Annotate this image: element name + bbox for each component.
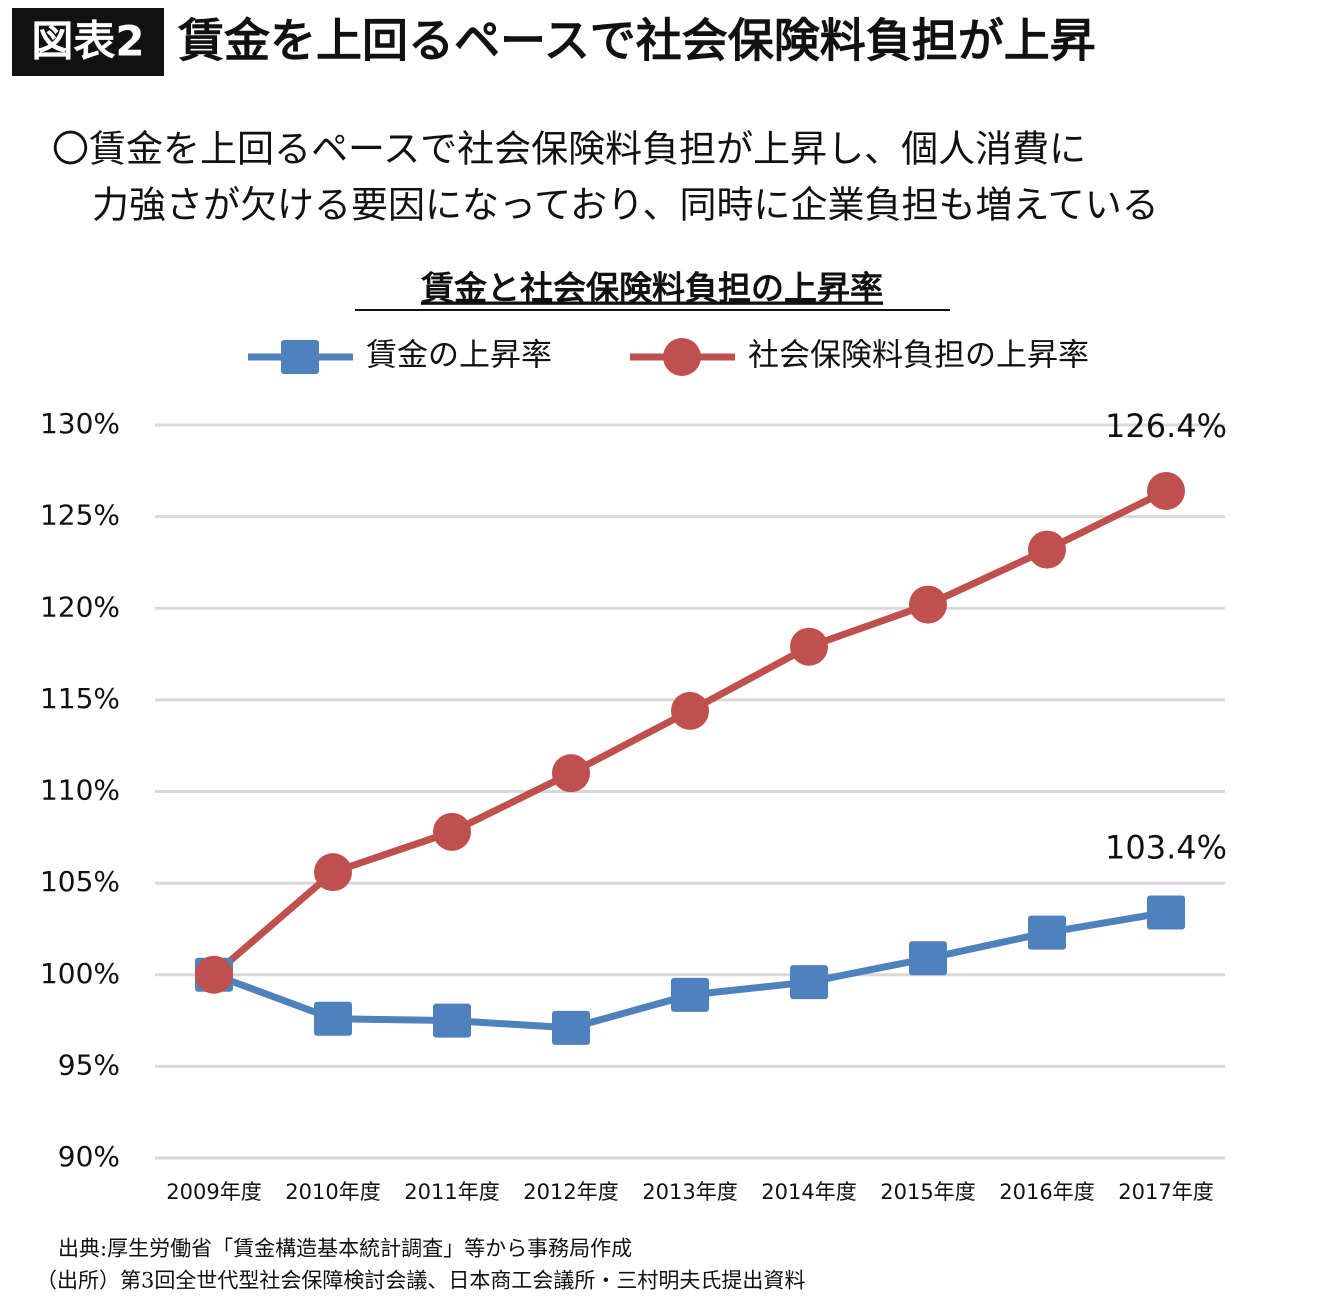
x-tick-label: 2012年度 <box>523 1180 618 1204</box>
data-point <box>552 754 590 793</box>
lead-line: 〇賃金を上回るペースで社会保険料負担が上昇し、個人消費に <box>52 128 1086 171</box>
data-point <box>671 977 709 1012</box>
figure-label-box <box>12 8 164 76</box>
x-tick-label: 2017年度 <box>1118 1180 1213 1204</box>
y-tick-label: 95% <box>58 1048 120 1081</box>
x-tick-label: 2010年度 <box>285 1180 380 1204</box>
data-point <box>433 812 471 851</box>
figure-label: 図表2 <box>31 17 144 66</box>
y-tick-label: 120% <box>40 590 120 623</box>
legend-label: 社会保険料負担の上昇率 <box>748 338 1089 374</box>
data-point <box>909 585 947 624</box>
data-point <box>1147 471 1185 510</box>
page-title: 賃金を上回るペースで社会保険料負担が上昇 <box>177 14 1096 68</box>
data-point <box>1028 530 1066 569</box>
y-tick-label: 100% <box>40 957 120 990</box>
data-label: 126.4% <box>1105 407 1227 445</box>
y-tick-label: 130% <box>40 407 120 440</box>
data-label: 103.4% <box>1105 828 1227 866</box>
data-point <box>909 941 947 976</box>
x-tick-label: 2014年度 <box>761 1180 856 1204</box>
data-point <box>314 1001 352 1036</box>
x-tick-label: 2016年度 <box>999 1180 1094 1204</box>
y-tick-label: 115% <box>40 682 120 715</box>
source-note: 出典:厚生労働省「賃金構造基本統計調査」等から事務局作成 <box>58 1237 632 1261</box>
x-tick-label: 2013年度 <box>642 1180 737 1204</box>
x-tick-label: 2011年度 <box>404 1180 499 1204</box>
y-tick-label: 90% <box>58 1140 120 1173</box>
legend-label: 賃金の上昇率 <box>366 338 552 374</box>
data-point <box>433 1003 471 1038</box>
x-tick-label: 2009年度 <box>166 1180 261 1204</box>
data-point <box>1028 915 1066 950</box>
chart-title: 賃金と社会保険料負担の上昇率 <box>420 269 883 308</box>
x-tick-label: 2015年度 <box>880 1180 975 1204</box>
legend-marker <box>281 340 319 374</box>
lead-line: 力強さが欠ける要因になっており、同時に企業負担も増えている <box>92 184 1159 227</box>
source-note: （出所）第3回全世代型社会保障検討会議、日本商工会議所・三村明夫氏提出資料 <box>36 1269 805 1293</box>
series-line <box>211 487 1168 978</box>
y-tick-label: 105% <box>40 865 120 898</box>
y-tick-label: 125% <box>40 499 120 532</box>
data-point <box>671 691 709 730</box>
data-point <box>790 965 828 1000</box>
y-tick-label: 110% <box>40 774 120 807</box>
data-point <box>790 627 828 666</box>
data-point <box>552 1010 590 1045</box>
data-point <box>314 853 352 892</box>
data-point <box>1147 895 1185 930</box>
legend-marker <box>663 338 701 376</box>
data-point <box>195 955 233 994</box>
